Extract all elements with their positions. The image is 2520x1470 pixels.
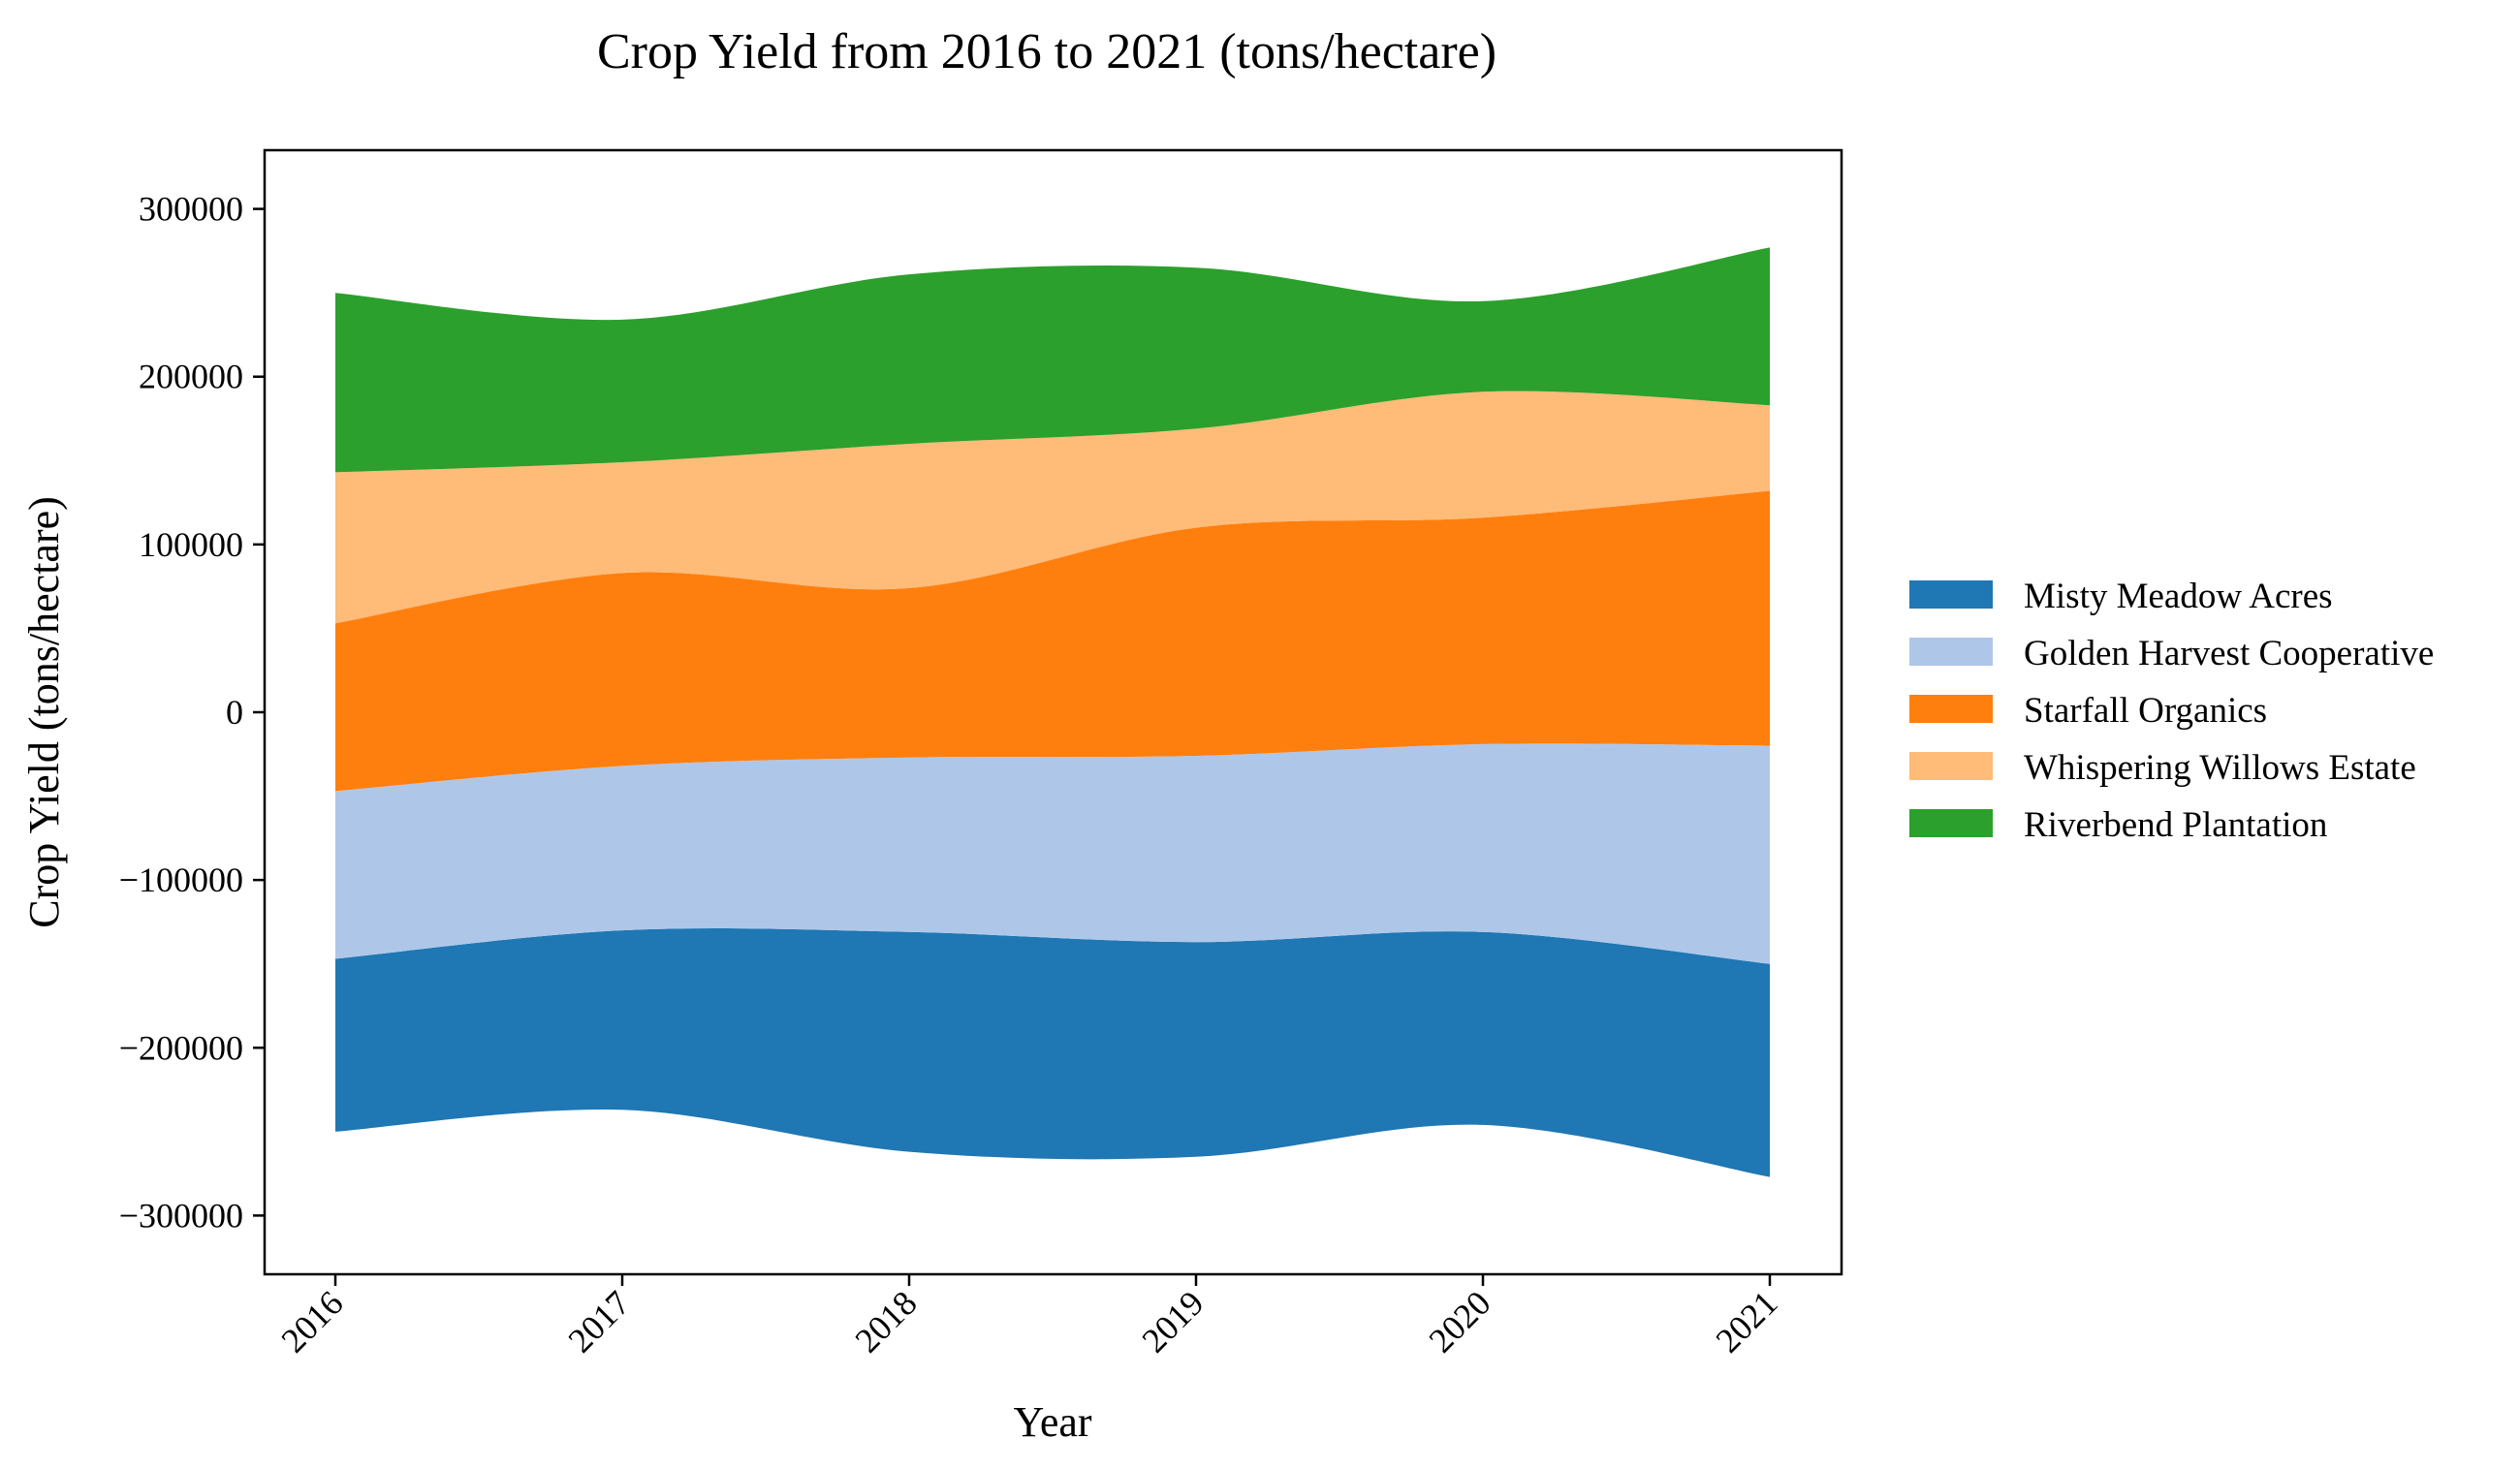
legend: Misty Meadow Acres Golden Harvest Coopera… [1909,577,2434,845]
y-tick-label: 300000 [139,190,243,229]
legend-swatch [1909,809,1993,837]
stream-layer-4 [335,391,1770,624]
legend-swatch [1909,580,1993,609]
y-tick-label: 200000 [139,358,243,396]
legend-swatch [1909,638,1993,666]
y-axis-label: Crop Yield (tons/hectare) [20,496,68,928]
chart-title: Crop Yield from 2016 to 2021 (tons/hecta… [597,24,1496,79]
y-axis-ticks: −300000 −200000 −100000 0 100000 200000 300000 [119,190,265,1235]
y-tick-label: −300000 [119,1196,243,1235]
stream-layer-5 [335,247,1770,473]
y-tick-label: −100000 [119,860,243,899]
stream-areas [335,247,1770,1177]
legend-label: Whispering Willows Estate [2024,748,2416,788]
x-axis-label: Year [1013,1398,1091,1446]
stream-layer-3 [335,490,1770,792]
stream-layer-1 [335,928,1770,1177]
legend-label: Misty Meadow Acres [2024,577,2333,616]
legend-swatch [1909,752,1993,780]
stream-layer-2 [335,743,1770,964]
legend-swatch [1909,695,1993,723]
y-tick-label: 0 [226,693,243,732]
legend-label: Starfall Organics [2024,691,2267,731]
legend-label: Golden Harvest Cooperative [2024,634,2434,673]
legend-label: Riverbend Plantation [2024,805,2327,845]
y-tick-label: −200000 [119,1028,243,1067]
y-tick-label: 100000 [139,525,243,564]
